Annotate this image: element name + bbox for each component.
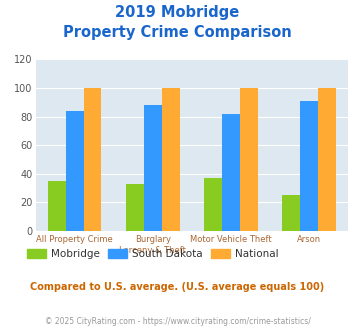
Text: 2019 Mobridge: 2019 Mobridge — [115, 5, 240, 20]
Text: Compared to U.S. average. (U.S. average equals 100): Compared to U.S. average. (U.S. average … — [31, 282, 324, 292]
Text: Property Crime Comparison: Property Crime Comparison — [63, 25, 292, 40]
Bar — [240, 88, 258, 231]
Bar — [66, 111, 83, 231]
Bar — [300, 101, 318, 231]
Bar — [162, 88, 180, 231]
Bar — [318, 88, 336, 231]
Bar — [83, 88, 102, 231]
Bar — [126, 184, 144, 231]
Text: © 2025 CityRating.com - https://www.cityrating.com/crime-statistics/: © 2025 CityRating.com - https://www.city… — [45, 317, 310, 326]
Legend: Mobridge, South Dakota, National: Mobridge, South Dakota, National — [23, 245, 283, 263]
Bar — [222, 114, 240, 231]
Bar — [48, 181, 66, 231]
Bar — [144, 105, 162, 231]
Bar — [282, 195, 300, 231]
Bar — [204, 178, 222, 231]
